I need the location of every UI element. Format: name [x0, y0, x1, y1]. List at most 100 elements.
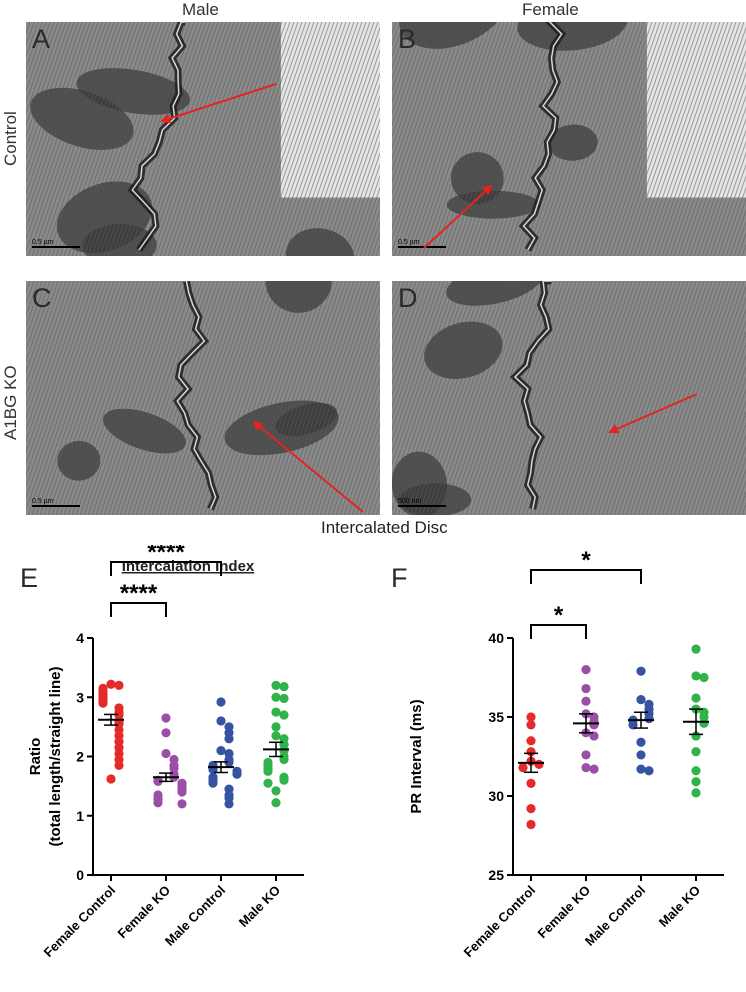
em-fibril-line: [637, 281, 721, 515]
em-fibril-line: [255, 281, 339, 515]
em-fibril-line: [393, 281, 477, 515]
em-fibril-line: [171, 281, 255, 515]
em-fibril-line: [359, 197, 380, 256]
chart-e: E Intercalation Index 0 1 2 3 4 Ratio (total len…: [20, 545, 304, 960]
em-fibril-line: [291, 22, 375, 256]
data-point: [699, 718, 709, 728]
em-fibril-line: [26, 281, 91, 466]
em-fibril-line: [83, 22, 167, 256]
em-fibril-line: [453, 22, 537, 256]
y-tick-label: 25: [488, 867, 504, 883]
em-fibril-line: [705, 140, 746, 256]
em-fibril-line: [183, 281, 267, 515]
em-fibril-line: [541, 22, 625, 256]
em-fibril-line: [251, 22, 335, 256]
em-fibril-line: [641, 281, 725, 515]
em-fibril-line: [163, 22, 247, 256]
em-fibril-line: [275, 281, 359, 515]
arrow-c: [252, 420, 364, 513]
em-fibril-line: [26, 22, 83, 184]
em-fibril-line: [561, 22, 645, 256]
scale-bar-label-a: 0.5 µm: [32, 239, 54, 246]
significance-label: *: [554, 602, 564, 629]
em-fibril-line: [39, 281, 123, 515]
em-fibril-line: [363, 209, 380, 256]
em-disc-membrane: [131, 22, 186, 251]
micrograph-a-image: [26, 22, 380, 256]
em-fibril-line: [413, 22, 497, 256]
em-fibril-line: [553, 22, 637, 256]
data-point: [644, 713, 654, 724]
scale-bar-c: [32, 505, 80, 507]
em-fibril-line: [445, 281, 529, 515]
em-fibril-line: [111, 22, 195, 256]
em-fibril-line: [461, 22, 545, 256]
em-fibril-line: [392, 22, 413, 81]
em-fibril-line: [613, 281, 697, 515]
em-fibril-line: [693, 106, 746, 256]
em-fibril-line: [67, 22, 151, 256]
x-tick-label: Male KO: [656, 883, 703, 930]
em-fibril-line: [617, 281, 701, 515]
em-fibril-line: [717, 174, 746, 256]
em-fibril-line: [709, 151, 746, 256]
em-fibril-line: [26, 22, 103, 241]
em-fibril-line: [545, 281, 629, 515]
em-fibril-line: [26, 281, 43, 329]
data-point: [224, 757, 234, 768]
column-label-male: Male: [182, 0, 219, 19]
em-fibril-line: [705, 399, 746, 515]
em-fibril-line: [633, 22, 717, 256]
data-point: [526, 804, 536, 814]
em-fibril-line: [115, 281, 199, 515]
em-fibril-line: [473, 22, 557, 256]
em-fibril-line: [159, 22, 243, 256]
em-fibril-line: [497, 281, 581, 515]
em-fibril-line: [497, 22, 581, 256]
em-fibril-line: [433, 281, 517, 515]
em-fibril-line: [621, 22, 705, 256]
em-fibril-line: [26, 281, 55, 363]
em-fibril-line: [633, 281, 717, 515]
em-fibril-line: [26, 281, 103, 500]
em-fibril-line: [103, 281, 187, 515]
em-fibril-line: [303, 296, 380, 515]
data-point: [526, 736, 536, 746]
em-fibril-line: [35, 22, 119, 256]
significance-bracket: [530, 569, 642, 584]
em-fibril-line: [473, 281, 557, 515]
em-fibril-line: [47, 22, 131, 256]
data-point: [636, 666, 646, 676]
em-fibril-line: [545, 22, 629, 256]
data-point: [691, 777, 701, 787]
em-fibril-line: [565, 22, 649, 256]
em-fibril-line: [725, 197, 746, 256]
em-fibril-line: [601, 22, 685, 256]
em-fibril-line: [175, 281, 259, 515]
em-fibril-line: [95, 22, 179, 256]
em-fibril-line: [55, 22, 139, 256]
em-fibril-line: [392, 22, 429, 127]
em-fibril-line: [211, 22, 295, 256]
em-fibril-line: [239, 281, 323, 515]
em-fibril-line: [223, 281, 307, 515]
em-fibril-line: [26, 22, 67, 138]
em-fibril-line: [392, 281, 413, 340]
panel-label-b: B: [398, 24, 417, 54]
em-fibril-line: [392, 22, 465, 230]
em-fibril-line: [107, 281, 191, 515]
em-fibril-line: [26, 22, 63, 127]
y-axis-label: Ratio: [27, 738, 44, 776]
em-fibril-line: [283, 281, 367, 515]
em-fibril-line: [63, 22, 147, 256]
em-fibril-line: [392, 22, 449, 184]
em-fibril-line: [681, 330, 746, 515]
data-point: [636, 750, 646, 760]
y-tick-label: 4: [76, 630, 84, 646]
em-fibril-line: [227, 281, 311, 515]
em-fibril-line: [135, 22, 219, 256]
em-fibril-line: [537, 22, 621, 256]
em-fibril-line: [303, 37, 380, 256]
em-fibril-line: [215, 281, 299, 515]
em-mitochondrion: [392, 451, 448, 515]
